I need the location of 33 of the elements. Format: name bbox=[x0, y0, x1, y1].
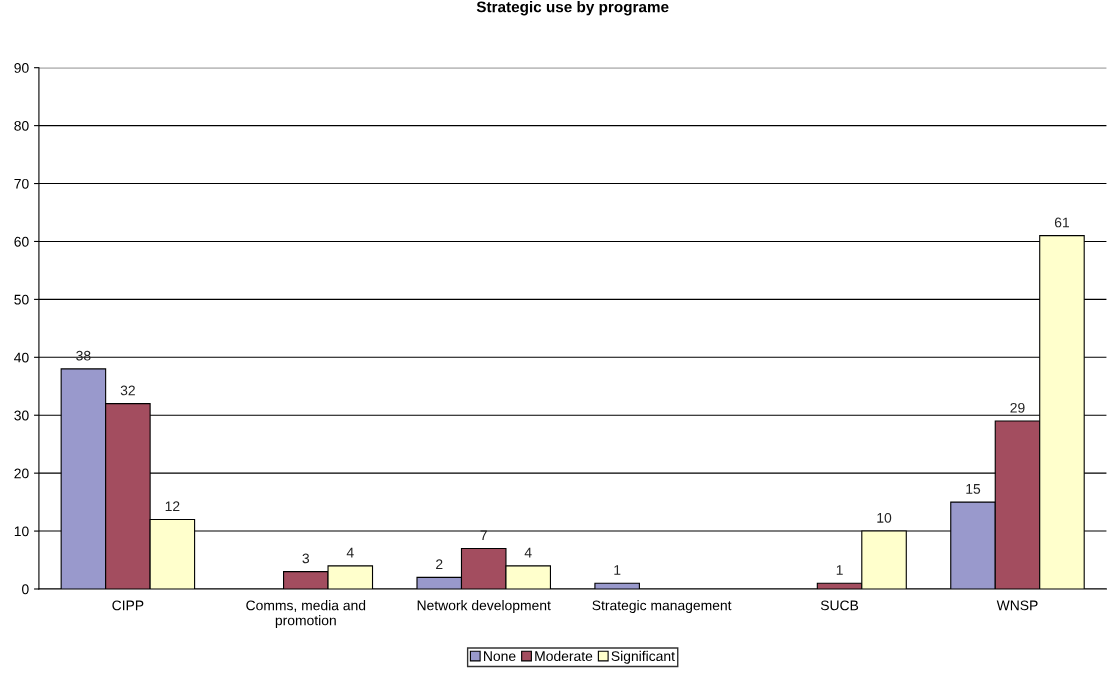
data-label: 1 bbox=[836, 565, 843, 575]
y-tick-label: 40 bbox=[14, 352, 29, 363]
legend-label: Moderate bbox=[535, 650, 593, 662]
data-label: 32 bbox=[120, 385, 135, 396]
y-tick-label: 30 bbox=[14, 410, 29, 421]
y-tick-label: 50 bbox=[14, 294, 29, 305]
x-tick-label: SUCB bbox=[820, 600, 859, 611]
y-tick-label: 90 bbox=[14, 63, 29, 73]
y-tick-label: 60 bbox=[14, 236, 29, 247]
chart-title: Strategic use by programe bbox=[476, 1, 669, 16]
y-tick-label: 80 bbox=[14, 120, 29, 131]
data-label: 10 bbox=[877, 512, 892, 523]
x-tick-label: Strategic management bbox=[592, 600, 732, 614]
legend-label: None bbox=[484, 651, 516, 662]
y-tick-label: 10 bbox=[14, 526, 29, 537]
legend-label: Significant bbox=[611, 650, 675, 664]
x-tick-label: Network development bbox=[417, 600, 551, 614]
data-label: 4 bbox=[346, 547, 354, 558]
data-label: 29 bbox=[1010, 402, 1025, 413]
x-tick-label: Comms, media and promotion bbox=[246, 600, 366, 629]
data-label: 7 bbox=[480, 530, 487, 541]
data-label: 15 bbox=[966, 484, 981, 494]
y-tick-label: 0 bbox=[22, 584, 29, 595]
data-label: 12 bbox=[165, 501, 180, 512]
x-tick-label: CIPP bbox=[112, 600, 144, 611]
data-label: 2 bbox=[436, 559, 443, 569]
y-tick-label: 70 bbox=[14, 178, 29, 189]
data-label: 61 bbox=[1054, 217, 1070, 228]
x-tick-label: WNSP bbox=[996, 600, 1038, 611]
y-tick-label: 20 bbox=[14, 468, 29, 479]
data-label: 1 bbox=[614, 565, 621, 575]
data-label: 3 bbox=[302, 553, 310, 564]
data-label: 4 bbox=[524, 547, 532, 558]
